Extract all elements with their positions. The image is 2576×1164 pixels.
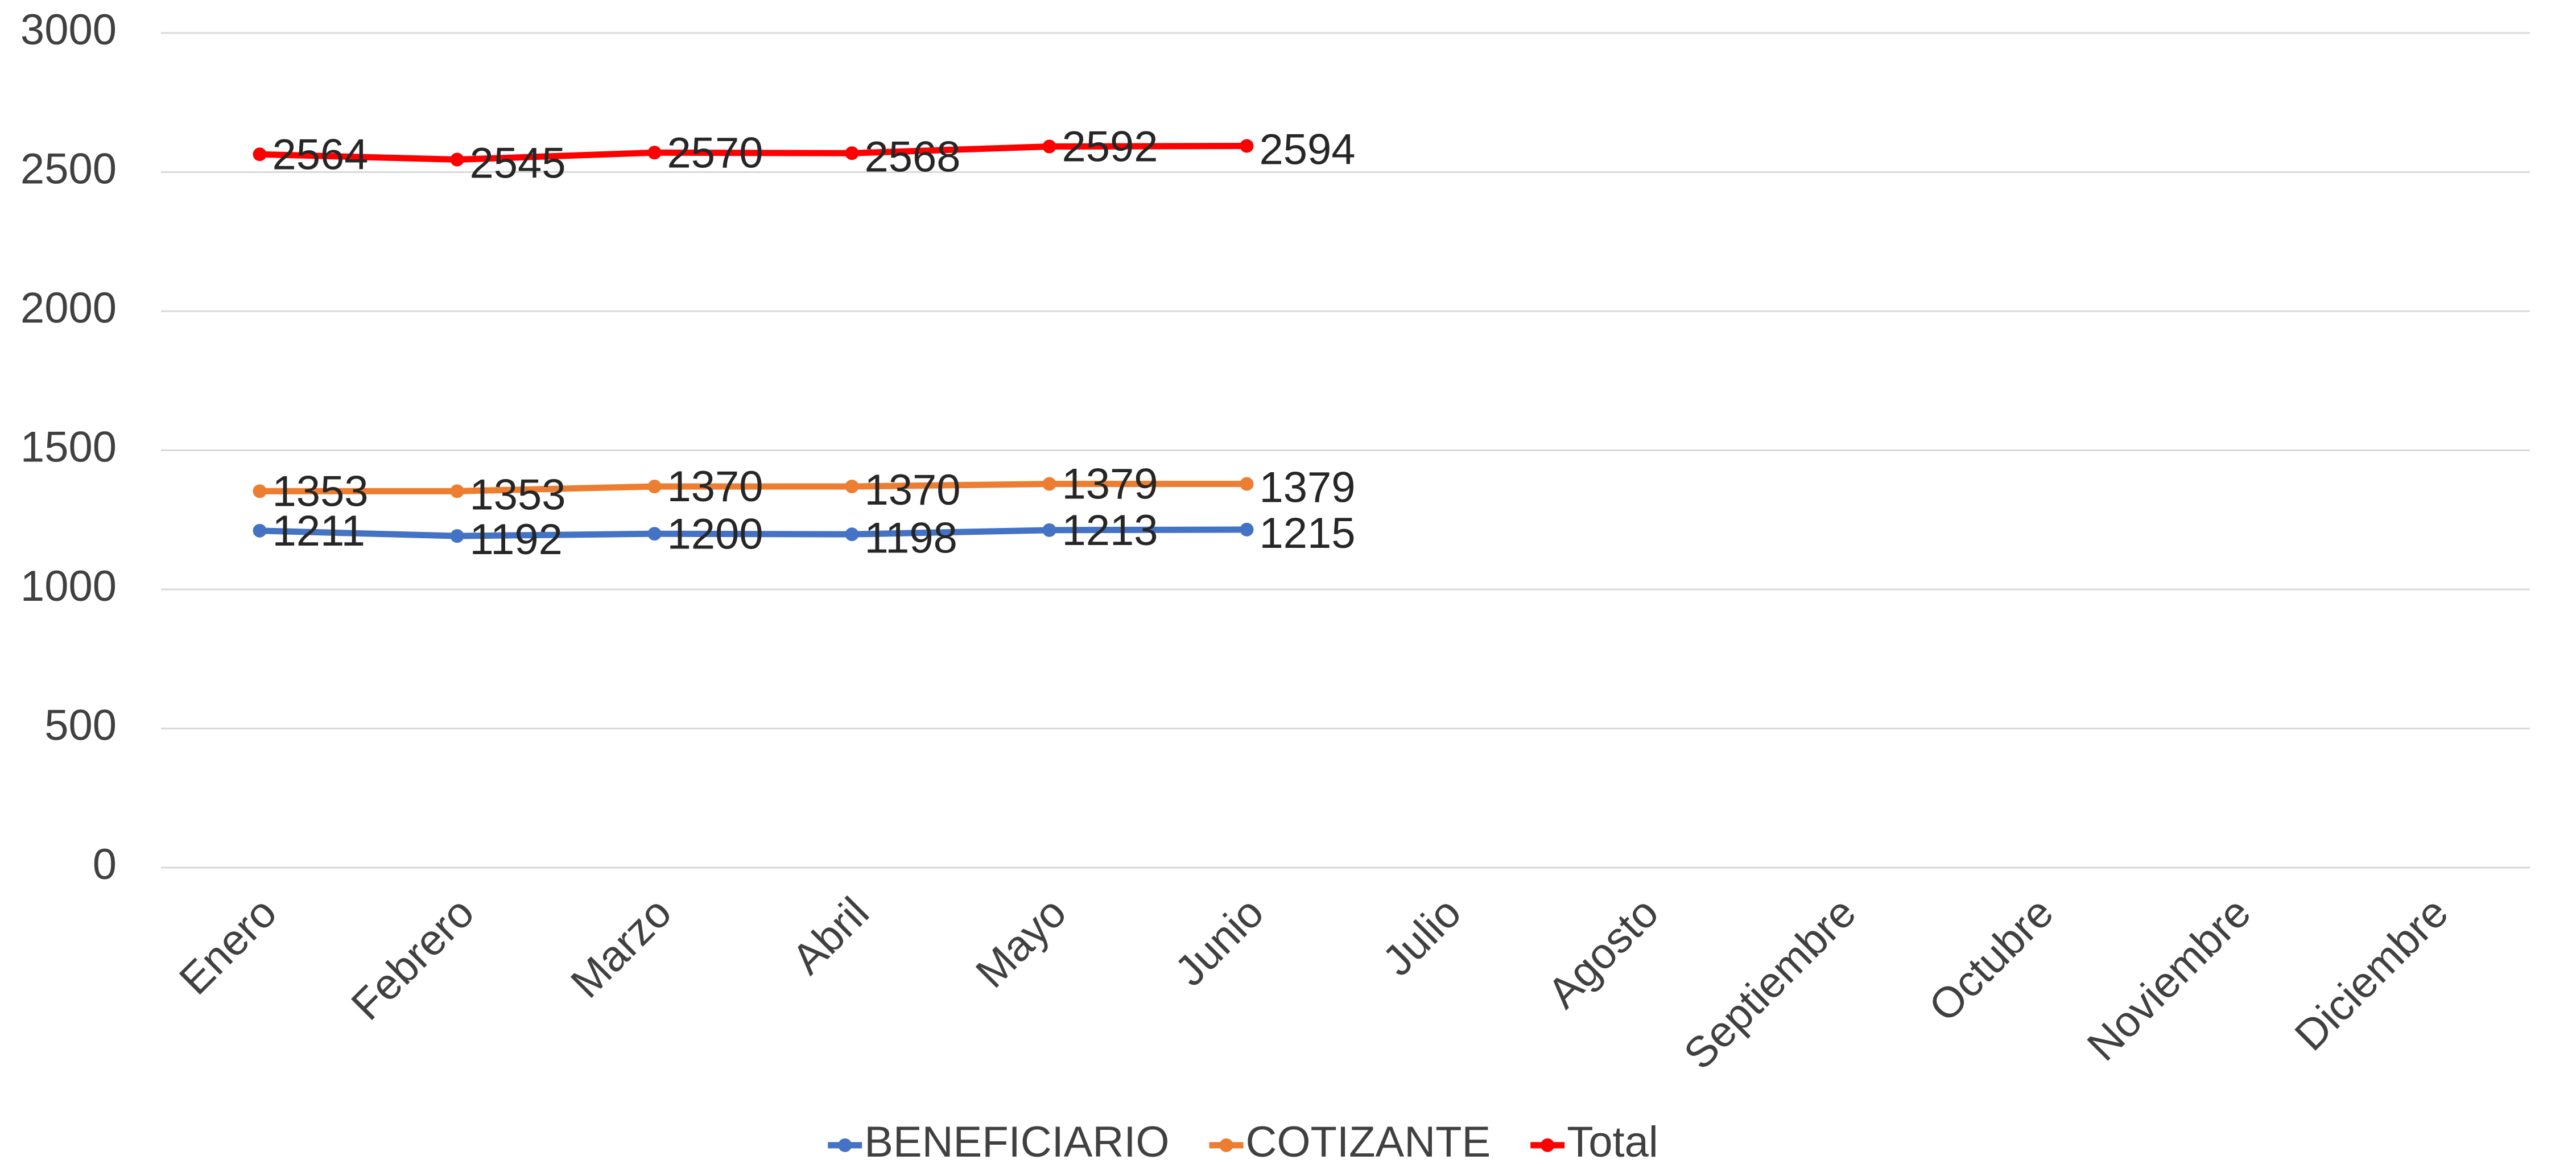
data-label: 2545 [470,139,566,188]
x-tick-label: Octubre [1919,888,2062,1031]
data-label: 2570 [667,129,763,177]
data-point [1042,477,1056,491]
data-label: 1370 [865,466,961,514]
data-label: 2594 [1260,126,1356,174]
data-label: 1353 [273,467,369,515]
legend-marker [1219,1138,1233,1152]
legend-marker [838,1138,852,1152]
data-point [253,523,267,538]
x-tick-label: Mayo [967,888,1076,997]
legend-label: BENEFICIARIO [864,1118,1169,1164]
data-label: 2568 [865,133,961,181]
x-tick-label: Abril [783,888,878,984]
data-point [1042,523,1056,537]
x-tick-label: Junio [1166,888,1273,996]
data-label: 1211 [273,507,365,555]
y-tick-label: 1500 [20,423,117,472]
data-point [845,527,859,542]
legend-label: Total [1567,1118,1658,1164]
x-tick-label: Septiembre [1675,888,1865,1079]
y-tick-label: 1000 [20,562,117,610]
series-line [259,526,1247,539]
x-tick-label: Febrero [342,888,483,1029]
data-point [647,527,662,541]
legend-label: COTIZANTE [1246,1118,1491,1164]
x-tick-label: Diciembre [2286,888,2458,1060]
data-point [1240,522,1254,536]
data-point [450,529,464,543]
y-tick-label: 2000 [20,284,117,332]
data-label: 1192 [470,515,563,564]
data-point [647,480,662,494]
data-label: 1379 [1062,460,1158,509]
x-tick-label: Agosto [1538,888,1667,1017]
y-tick-label: 0 [93,840,117,889]
data-point [253,484,267,498]
x-tick-label: Noviembre [2078,888,2260,1070]
data-point [253,147,267,162]
data-point [845,146,859,160]
data-label: 2592 [1062,123,1158,171]
legend: BENEFICIARIO COTIZANTE Total [828,1118,1658,1164]
x-tick-label: Julio [1373,888,1471,985]
data-label: 1379 [1260,464,1356,512]
y-tick-label: 3000 [20,6,117,54]
data-point [450,152,464,167]
data-label: 1200 [667,510,763,558]
x-tick-label: Marzo [562,888,680,1007]
legend-marker [1541,1138,1555,1152]
x-tick-label: Enero [170,888,286,1004]
data-point [845,480,859,494]
series-line [259,143,1247,163]
data-point [1042,139,1056,154]
data-label: 1370 [667,463,763,511]
data-label: 2564 [273,130,369,179]
y-tick-label: 500 [44,701,117,750]
data-label: 1353 [470,470,566,519]
series-line [259,481,1247,494]
data-point [1240,477,1254,491]
data-label: 1213 [1062,506,1158,555]
data-point [450,484,464,498]
data-label: 1198 [865,514,957,562]
data-point [647,146,662,160]
data-point [1240,139,1254,153]
y-tick-label: 2500 [20,145,117,193]
data-label: 1215 [1260,509,1356,558]
